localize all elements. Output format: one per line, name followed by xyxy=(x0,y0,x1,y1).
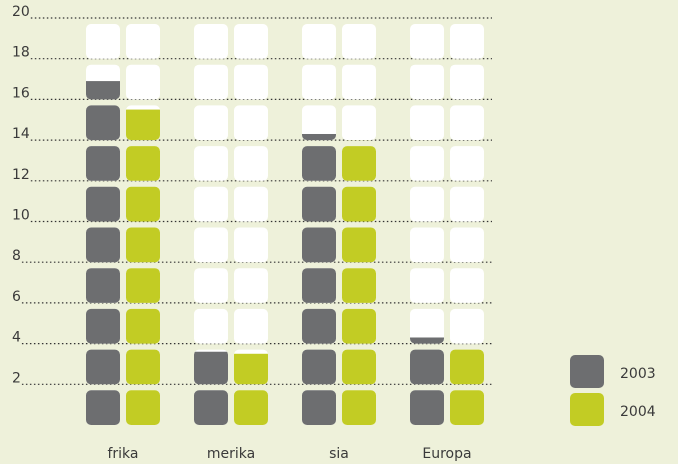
tile xyxy=(450,268,484,303)
tile xyxy=(342,24,376,59)
tile xyxy=(194,268,228,303)
legend-swatch xyxy=(570,355,604,388)
tile xyxy=(302,64,336,100)
y-tick-label: 12 xyxy=(12,167,30,183)
y-tick-label: 16 xyxy=(12,85,30,101)
tile xyxy=(234,146,268,181)
tile xyxy=(234,24,268,59)
tile xyxy=(410,146,444,181)
tile xyxy=(194,186,228,222)
tile xyxy=(450,105,484,141)
bar xyxy=(410,337,444,425)
tile xyxy=(194,105,228,141)
tile xyxy=(410,308,444,344)
tile xyxy=(234,105,268,141)
tile xyxy=(410,227,444,263)
bar xyxy=(342,140,376,425)
bar xyxy=(234,353,268,425)
tile xyxy=(302,24,336,59)
tile xyxy=(410,105,444,141)
tile xyxy=(194,227,228,263)
y-tick-label: 4 xyxy=(12,330,21,346)
bar xyxy=(450,347,484,425)
tile xyxy=(302,105,336,141)
y-tick-label: 6 xyxy=(12,289,21,305)
tile xyxy=(194,308,228,344)
bar xyxy=(126,109,160,425)
bar xyxy=(194,351,228,425)
tile xyxy=(194,24,228,59)
legend-swatch xyxy=(570,393,604,426)
bar xyxy=(302,133,336,425)
x-tick-label: merika xyxy=(207,446,255,462)
tile xyxy=(450,24,484,59)
tile xyxy=(194,146,228,181)
x-tick-label: sia xyxy=(329,446,349,462)
legend-label: 2003 xyxy=(620,366,656,382)
tile xyxy=(126,64,160,100)
tile xyxy=(234,268,268,303)
tile xyxy=(410,64,444,100)
y-tick-label: 8 xyxy=(12,248,21,264)
y-tick-label: 14 xyxy=(12,126,30,142)
x-tick-label: Europa xyxy=(422,446,471,462)
tile xyxy=(450,308,484,344)
tile xyxy=(234,308,268,344)
y-tick-label: 2 xyxy=(12,370,21,386)
y-tick-label: 20 xyxy=(12,4,30,20)
tile xyxy=(450,146,484,181)
y-tick-label: 18 xyxy=(12,45,30,61)
tile xyxy=(234,64,268,100)
bar xyxy=(86,81,120,425)
tile xyxy=(234,227,268,263)
legend-label: 2004 xyxy=(620,404,656,420)
tile xyxy=(194,64,228,100)
x-tick-label: frika xyxy=(107,446,138,462)
tile xyxy=(86,24,120,59)
tile xyxy=(450,64,484,100)
tile xyxy=(342,105,376,141)
tile xyxy=(410,268,444,303)
y-tick-label: 10 xyxy=(12,208,30,224)
tile xyxy=(234,186,268,222)
tile xyxy=(342,64,376,100)
tile xyxy=(410,24,444,59)
tile xyxy=(410,186,444,222)
tile xyxy=(450,227,484,263)
tile xyxy=(126,24,160,59)
tile xyxy=(450,186,484,222)
